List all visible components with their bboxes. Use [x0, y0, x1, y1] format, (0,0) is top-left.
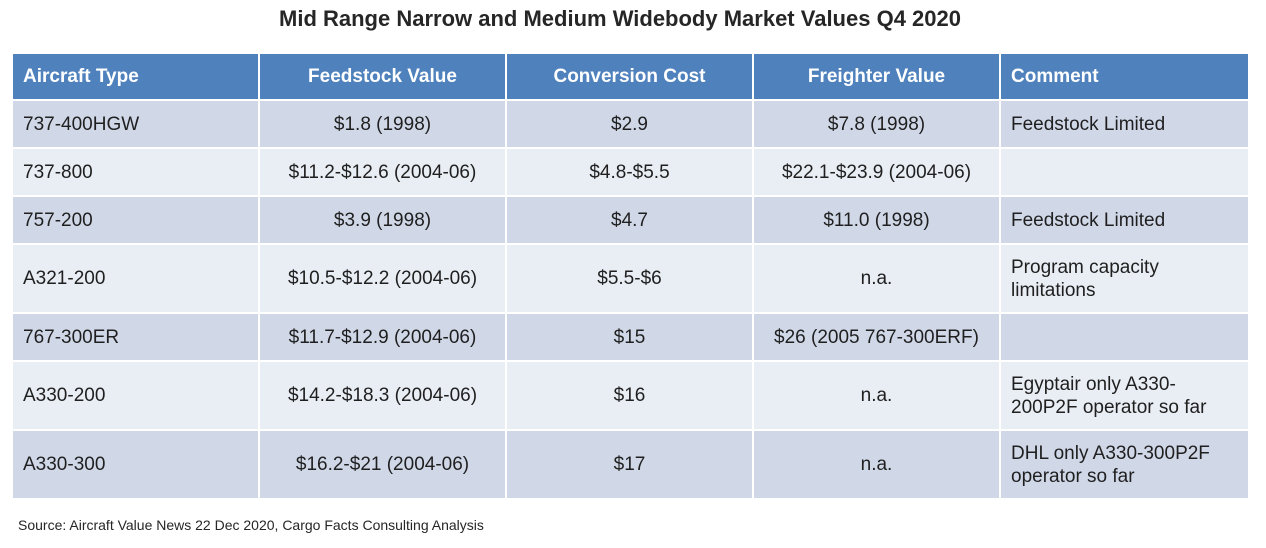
comment-cell: Program capacity limitations [999, 243, 1250, 314]
aircraft-type-cell: 757-200 [11, 195, 260, 245]
column-header-conversion-cost: Conversion Cost [505, 52, 754, 101]
conversion-cost-cell: $15 [505, 312, 754, 362]
table-row: 737-800 $11.2-$12.6 (2004-06) $4.8-$5.5 … [11, 147, 1250, 197]
page-title: Mid Range Narrow and Medium Widebody Mar… [279, 6, 961, 31]
aircraft-type-cell: 737-800 [11, 147, 260, 197]
feedstock-value-cell: $1.8 (1998) [258, 99, 507, 149]
aircraft-type-cell: A321-200 [11, 243, 260, 314]
freighter-value-cell: $26 (2005 767-300ERF) [752, 312, 1001, 362]
comment-cell [999, 312, 1250, 362]
comment-cell: Egyptair only A330-200P2F operator so fa… [999, 360, 1250, 431]
market-values-table: Aircraft Type Feedstock Value Conversion… [11, 52, 1250, 500]
table-row: A330-200 $14.2-$18.3 (2004-06) $16 n.a. … [11, 360, 1250, 431]
feedstock-value-cell: $11.2-$12.6 (2004-06) [258, 147, 507, 197]
feedstock-value-cell: $16.2-$21 (2004-06) [258, 429, 507, 500]
conversion-cost-cell: $2.9 [505, 99, 754, 149]
table-row: 757-200 $3.9 (1998) $4.7 $11.0 (1998) Fe… [11, 195, 1250, 245]
table-row: 767-300ER $11.7-$12.9 (2004-06) $15 $26 … [11, 312, 1250, 362]
freighter-value-cell: n.a. [752, 360, 1001, 431]
feedstock-value-cell: $14.2-$18.3 (2004-06) [258, 360, 507, 431]
feedstock-value-cell: $11.7-$12.9 (2004-06) [258, 312, 507, 362]
freighter-value-cell: n.a. [752, 429, 1001, 500]
feedstock-value-cell: $10.5-$12.2 (2004-06) [258, 243, 507, 314]
feedstock-value-cell: $3.9 (1998) [258, 195, 507, 245]
aircraft-type-cell: 737-400HGW [11, 99, 260, 149]
table-row: A321-200 $10.5-$12.2 (2004-06) $5.5-$6 n… [11, 243, 1250, 314]
aircraft-type-cell: A330-200 [11, 360, 260, 431]
conversion-cost-cell: $16 [505, 360, 754, 431]
source-note: Source: Aircraft Value News 22 Dec 2020,… [18, 517, 484, 533]
comment-cell: DHL only A330-300P2F operator so far [999, 429, 1250, 500]
conversion-cost-cell: $4.8-$5.5 [505, 147, 754, 197]
freighter-value-cell: $7.8 (1998) [752, 99, 1001, 149]
aircraft-type-cell: 767-300ER [11, 312, 260, 362]
column-header-comment: Comment [999, 52, 1250, 101]
aircraft-type-cell: A330-300 [11, 429, 260, 500]
freighter-value-cell: n.a. [752, 243, 1001, 314]
freighter-value-cell: $11.0 (1998) [752, 195, 1001, 245]
table-row: A330-300 $16.2-$21 (2004-06) $17 n.a. DH… [11, 429, 1250, 500]
column-header-feedstock-value: Feedstock Value [258, 52, 507, 101]
comment-cell [999, 147, 1250, 197]
table-row: 737-400HGW $1.8 (1998) $2.9 $7.8 (1998) … [11, 99, 1250, 149]
column-header-aircraft-type: Aircraft Type [11, 52, 260, 101]
conversion-cost-cell: $17 [505, 429, 754, 500]
table-header-row: Aircraft Type Feedstock Value Conversion… [11, 52, 1250, 101]
conversion-cost-cell: $5.5-$6 [505, 243, 754, 314]
comment-cell: Feedstock Limited [999, 195, 1250, 245]
freighter-value-cell: $22.1-$23.9 (2004-06) [752, 147, 1001, 197]
conversion-cost-cell: $4.7 [505, 195, 754, 245]
column-header-freighter-value: Freighter Value [752, 52, 1001, 101]
comment-cell: Feedstock Limited [999, 99, 1250, 149]
